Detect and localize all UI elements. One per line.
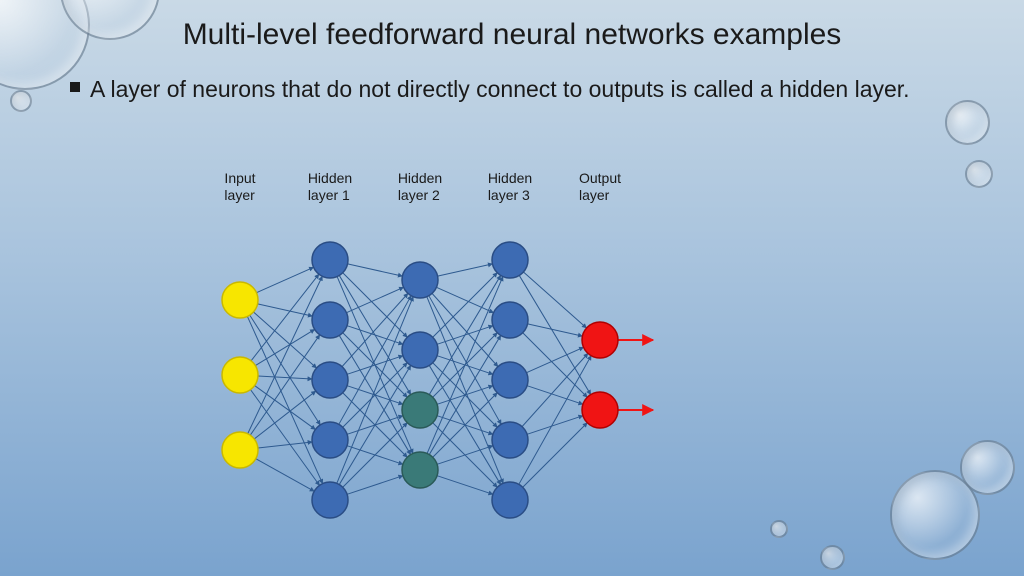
neuron-node bbox=[222, 282, 258, 318]
neuron-node bbox=[492, 302, 528, 338]
bubble-decoration bbox=[820, 545, 845, 570]
layer-label: Hidden layer 2 bbox=[398, 170, 442, 204]
bullet-marker-icon bbox=[70, 82, 80, 92]
neuron-node bbox=[492, 242, 528, 278]
bubble-decoration bbox=[965, 160, 993, 188]
bubble-decoration bbox=[960, 440, 1015, 495]
nodes-group bbox=[222, 242, 618, 518]
network-svg bbox=[200, 210, 720, 550]
bubble-decoration bbox=[10, 90, 32, 112]
page-title: Multi-level feedforward neural networks … bbox=[0, 18, 1024, 52]
bubble-decoration bbox=[770, 520, 788, 538]
neuron-node bbox=[402, 452, 438, 488]
neuron-node bbox=[582, 322, 618, 358]
neuron-node bbox=[402, 262, 438, 298]
neuron-node bbox=[312, 302, 348, 338]
layer-labels-row: Input layer Hidden layer 1 Hidden layer 2 H… bbox=[200, 170, 720, 210]
neuron-node bbox=[582, 392, 618, 428]
neuron-node bbox=[222, 432, 258, 468]
neuron-node bbox=[312, 362, 348, 398]
neural-network-diagram: Input layer Hidden layer 1 Hidden layer 2 H… bbox=[200, 170, 720, 550]
bullet-item: A layer of neurons that do not directly … bbox=[70, 72, 984, 107]
layer-label: Output layer bbox=[579, 170, 621, 204]
neuron-node bbox=[492, 422, 528, 458]
neuron-node bbox=[312, 422, 348, 458]
neuron-node bbox=[402, 392, 438, 428]
layer-label: Hidden layer 1 bbox=[308, 170, 352, 204]
neuron-node bbox=[312, 482, 348, 518]
neuron-node bbox=[222, 357, 258, 393]
bullet-text: A layer of neurons that do not directly … bbox=[90, 72, 910, 107]
layer-label: Hidden layer 3 bbox=[488, 170, 532, 204]
neuron-node bbox=[402, 332, 438, 368]
neuron-node bbox=[492, 362, 528, 398]
neuron-node bbox=[312, 242, 348, 278]
neuron-node bbox=[492, 482, 528, 518]
bubble-decoration bbox=[945, 100, 990, 145]
layer-label: Input layer bbox=[224, 170, 255, 204]
